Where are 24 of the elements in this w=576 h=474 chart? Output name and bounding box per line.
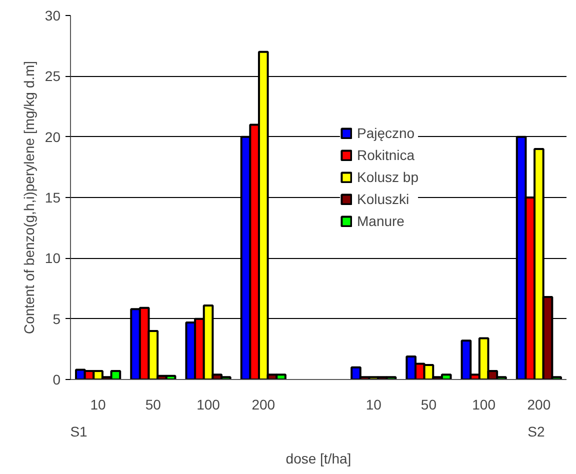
legend-label: Pajęczno [357,125,415,141]
x-tick-label: 50 [145,396,162,412]
x-tick-label: 100 [472,396,496,412]
x-axis-title: dose [t/ha] [286,450,352,466]
legend-label: Manure [357,213,404,229]
y-tick-label: 30 [44,8,61,24]
x-tick-label: 10 [90,396,106,412]
legend-label: Koluszki [357,191,410,207]
x-tick-label: 100 [196,396,220,412]
text: S1 [70,424,88,440]
y-tick-label: 15 [44,190,61,206]
x-tick-label: 200 [252,396,276,412]
y-tick-label: 25 [44,68,61,84]
y-tick-label: 20 [44,128,61,145]
y-tick-label: 10 [44,250,61,266]
text: S2 [528,424,545,440]
x-tick-label: 50 [420,396,437,412]
y-tick-label: 5 [52,310,61,327]
y-axis-title: Content of benzo(g,h,i)perylene [mg/kg d.m] [20,60,37,334]
legend-label: Kolusz bp [357,169,418,185]
x-tick-label: 200 [527,396,551,412]
legend-label: Rokitnica [357,147,415,163]
y-tick-label: 0 [52,372,61,388]
x-tick-label: 10 [366,396,382,412]
